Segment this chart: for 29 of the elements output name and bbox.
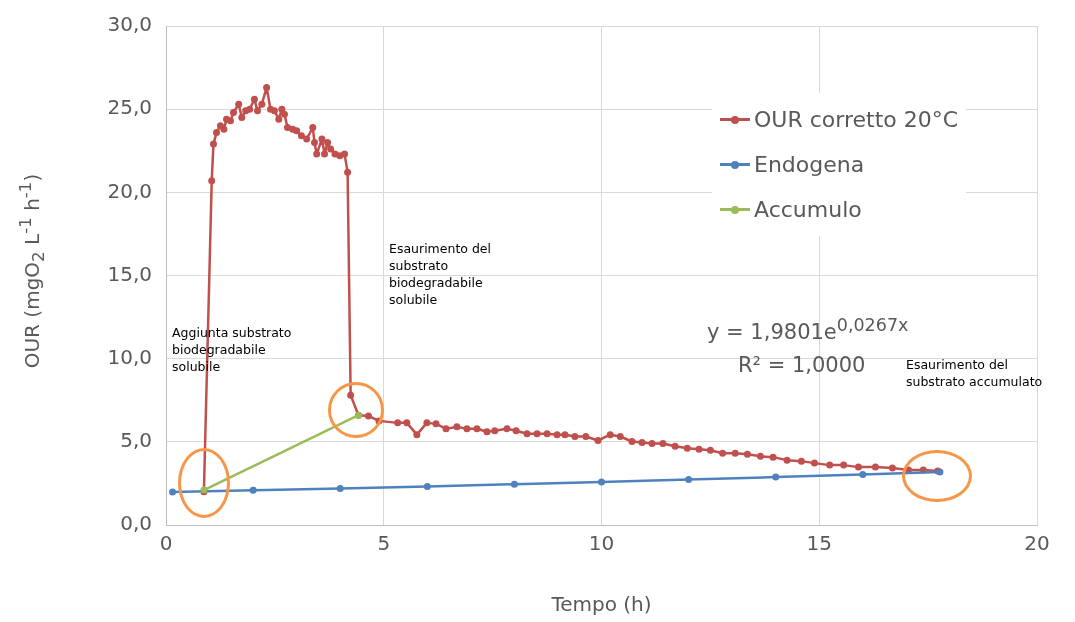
legend-label: Endogena bbox=[754, 151, 865, 179]
annotation: Esaurimento del substrato accumulato bbox=[906, 356, 1044, 390]
x-tick-label: 0 bbox=[159, 531, 173, 556]
y-tick-label: 10,0 bbox=[107, 344, 152, 369]
x-axis-title: Tempo (h) bbox=[550, 592, 652, 617]
point bbox=[685, 476, 693, 484]
x-tick-label: 15 bbox=[806, 531, 832, 556]
point bbox=[423, 482, 431, 490]
point bbox=[336, 484, 344, 492]
point bbox=[169, 488, 177, 496]
point bbox=[598, 478, 605, 486]
y-tick-label: 20,0 bbox=[107, 178, 152, 203]
legend-label: OUR corretto 20°C bbox=[754, 106, 959, 134]
point bbox=[859, 470, 867, 478]
y-tick-label: 25,0 bbox=[107, 95, 152, 120]
x-tick-label: 20 bbox=[1024, 531, 1050, 556]
y-tick-label: 15,0 bbox=[107, 261, 152, 286]
y-tick-label: 30,0 bbox=[107, 12, 152, 37]
x-tick-label: 5 bbox=[377, 531, 391, 556]
point bbox=[510, 480, 518, 488]
x-tick-label: 10 bbox=[588, 531, 615, 556]
y-tick-label: 0,0 bbox=[120, 511, 152, 536]
point bbox=[772, 473, 780, 481]
annotation: y = 1,9801e$^{0,0267x}$ bbox=[707, 315, 909, 344]
legend-label: Accumulo bbox=[754, 196, 862, 224]
annotation: Esaurimento del substrato biodegradabile solubile bbox=[389, 240, 492, 308]
y-tick-label: 5,0 bbox=[120, 428, 152, 453]
point bbox=[249, 486, 257, 494]
annotation: R² = 1,0000 bbox=[738, 353, 866, 377]
